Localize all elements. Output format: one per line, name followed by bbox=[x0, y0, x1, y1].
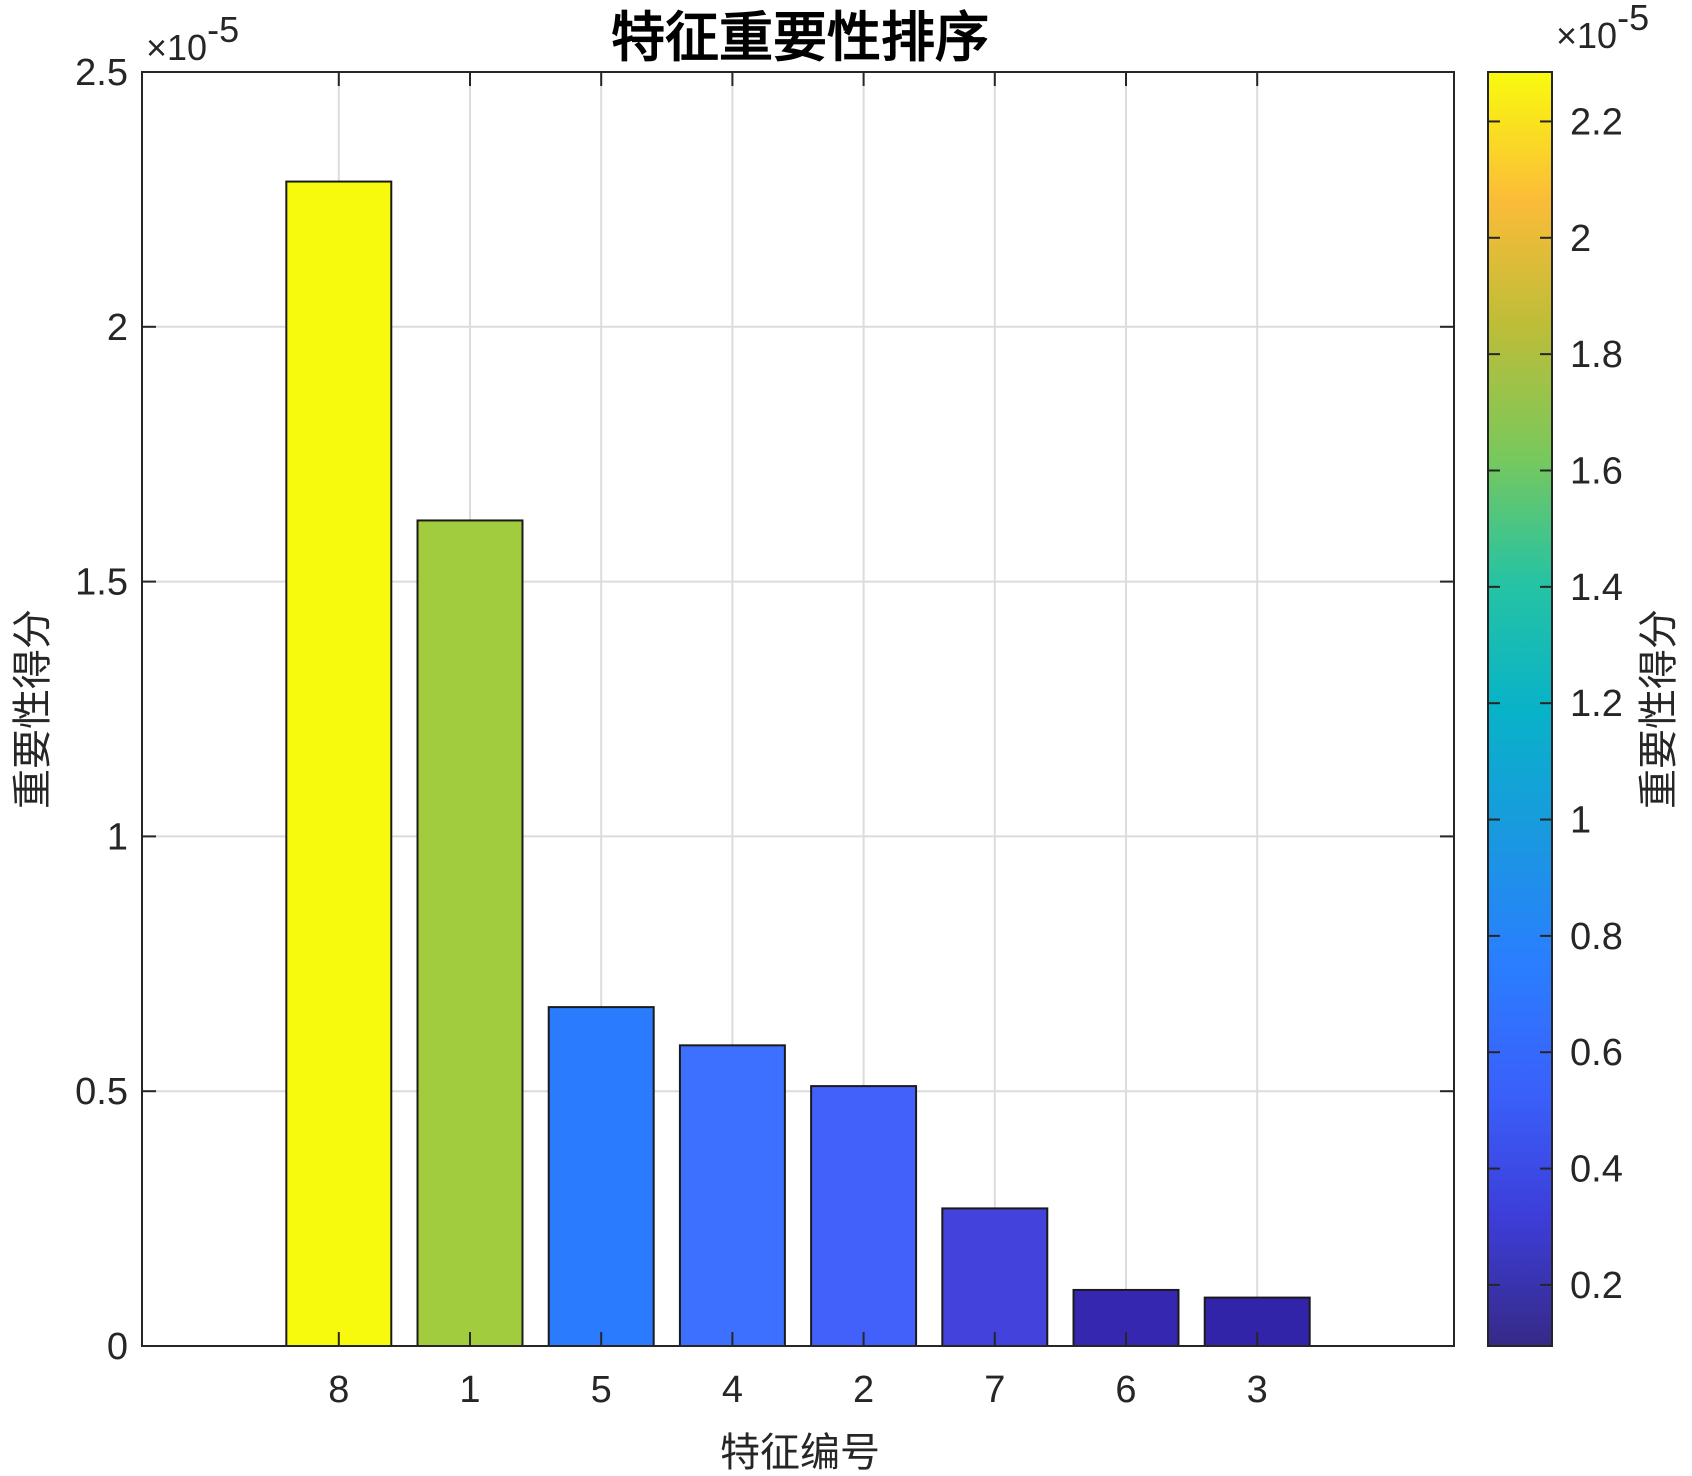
colorbar-tick-label: 0.6 bbox=[1570, 1032, 1623, 1074]
bar-feature-2 bbox=[810, 1085, 918, 1347]
y-tick-label: 1.5 bbox=[75, 562, 128, 604]
y-tick-label: 2 bbox=[107, 307, 128, 349]
y-tick-labels: 0 0.5 1 1.5 2 2.5 bbox=[75, 52, 128, 1368]
x-tick-label: 6 bbox=[1115, 1369, 1136, 1411]
colorbar-tick-label: 1.6 bbox=[1570, 450, 1623, 492]
chart-title: 特征重要性排序 bbox=[611, 5, 989, 69]
bar-feature-1 bbox=[416, 519, 524, 1347]
colorbar-tick-label: 2.2 bbox=[1570, 101, 1623, 143]
y-exponent: ×10-5 bbox=[146, 9, 239, 68]
x-tick-label: 8 bbox=[328, 1369, 349, 1411]
colorbar-tick-label: 1.8 bbox=[1570, 334, 1623, 376]
y-tick-label: 0 bbox=[107, 1326, 128, 1368]
colorbar-tick-labels: 0.2 0.4 0.6 0.8 1 1.2 1.4 1.6 1.8 2 2.2 bbox=[1488, 101, 1623, 1307]
colorbar-exponent: ×10-5 bbox=[1556, 0, 1649, 56]
x-tick-label: 4 bbox=[722, 1369, 743, 1411]
bar-feature-4 bbox=[678, 1044, 786, 1348]
bar-feature-8 bbox=[285, 180, 393, 1348]
bar-feature-7 bbox=[941, 1207, 1049, 1347]
x-tick-label: 7 bbox=[984, 1369, 1005, 1411]
axes-box bbox=[141, 71, 1455, 1347]
colorbar-label: 重要性得分 bbox=[1636, 609, 1682, 809]
colorbar-tick-label: 0.8 bbox=[1570, 916, 1623, 958]
x-tick-label: 1 bbox=[459, 1369, 480, 1411]
x-tick-label: 2 bbox=[853, 1369, 874, 1411]
x-axis-label: 特征编号 bbox=[720, 1430, 880, 1476]
y-axis-label: 重要性得分 bbox=[10, 609, 56, 809]
x-tick-labels: 8 1 5 4 2 7 6 3 bbox=[328, 1369, 1268, 1411]
bar-feature-5 bbox=[547, 1006, 655, 1348]
y-tick-label: 2.5 bbox=[75, 52, 128, 94]
colorbar-tick-label: 1.4 bbox=[1570, 567, 1623, 609]
colorbar-tick-label: 1.2 bbox=[1570, 683, 1623, 725]
colorbar bbox=[1487, 71, 1553, 1347]
y-tick-label: 1 bbox=[107, 816, 128, 858]
axes-frame bbox=[141, 71, 1455, 1347]
bars-group bbox=[285, 180, 1311, 1348]
colorbar-tick-label: 2 bbox=[1570, 218, 1591, 260]
y-tick-label: 0.5 bbox=[75, 1071, 128, 1113]
x-tick-label: 3 bbox=[1247, 1369, 1268, 1411]
colorbar-tick-label: 0.4 bbox=[1570, 1149, 1623, 1191]
x-tick-label: 5 bbox=[591, 1369, 612, 1411]
colorbar-tick-label: 0.2 bbox=[1570, 1265, 1623, 1307]
colorbar-tick-label: 1 bbox=[1570, 800, 1591, 842]
